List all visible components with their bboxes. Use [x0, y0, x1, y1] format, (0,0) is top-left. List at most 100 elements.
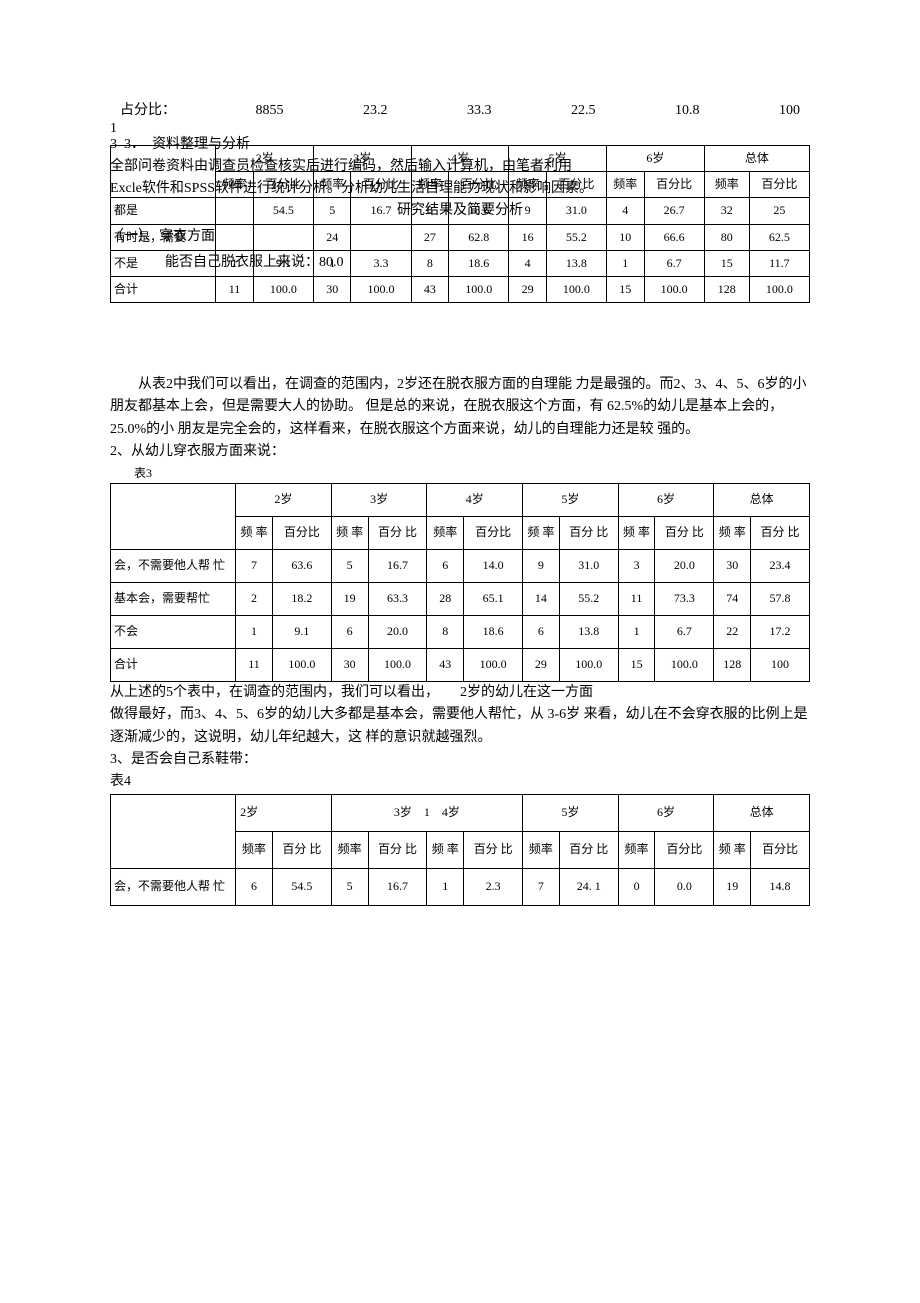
table-row: 2岁 3岁 1 4岁 5岁 6岁 总体	[111, 794, 810, 831]
cell: 1	[427, 868, 464, 905]
cell: 55.2	[546, 224, 606, 250]
sub-question-1: 能否自己脱衣服上来说：80.0	[165, 252, 344, 274]
cell	[253, 224, 313, 250]
table-row: 会，不需要他人帮 忙654.5516.712.3724. 100.01914.8	[111, 868, 810, 905]
ratio-label: 占分比：	[120, 100, 176, 122]
cell: 24	[313, 224, 351, 250]
cell: 7	[523, 868, 560, 905]
cell: 14.8	[751, 868, 810, 905]
row-label: 会，不需要他人帮 忙	[111, 549, 236, 582]
cell: 5	[331, 868, 368, 905]
center-heading: 研究结果及简要分析	[110, 200, 810, 222]
age-header: 3岁 1 4岁	[331, 794, 522, 831]
cell: 1	[236, 615, 273, 648]
cell: 6	[236, 868, 273, 905]
cell: 54.5	[272, 868, 331, 905]
table-row: 不会19.1620.0818.6613.816.72217.2	[111, 615, 810, 648]
table-4: 2岁 3岁 1 4岁 5岁 6岁 总体 频率百分 比 频率百分 比 频 率百分 …	[110, 794, 810, 906]
cell: 18.2	[272, 582, 331, 615]
cell: 100.0	[559, 648, 618, 681]
cell: 0.0	[655, 868, 714, 905]
table4-caption: 表4	[110, 771, 810, 793]
age-header: 4岁	[427, 483, 523, 516]
cell: 3	[618, 549, 655, 582]
ratio-val: 22.5	[571, 100, 596, 122]
row-label: 合计	[111, 276, 216, 302]
cell: 6	[331, 615, 368, 648]
ratio-val: 10.8	[675, 100, 700, 122]
ratio-val: 8855	[256, 100, 284, 122]
cell: 14.0	[464, 549, 523, 582]
cell: 63.3	[368, 582, 427, 615]
cell: 15	[704, 250, 749, 276]
cell: 62.5	[749, 224, 809, 250]
intro-line-2: Excle软件和SPSS软件进行统计分析。分析幼儿生活自理能力现状和影响因素。	[110, 178, 810, 200]
table3-caption: 表3	[134, 464, 810, 483]
subsection-2-title: 2、从幼儿穿衣服方面来说：	[110, 441, 810, 463]
analysis-paragraph-t2: 从表2中我们可以看出，在调查的范围内，2岁还在脱衣服方面的自理能 力是最强的。而…	[110, 374, 810, 441]
cell: 1	[606, 250, 644, 276]
age-header: 6岁	[618, 483, 714, 516]
cell: 31.0	[559, 549, 618, 582]
row-label: 基本会，需要帮忙	[111, 582, 236, 615]
cell: 24. 1	[559, 868, 618, 905]
top-ratio-row: 占分比： 8855 23.2 33.3 22.5 10.8 100	[110, 100, 810, 122]
intro-line-1: 全部问卷资料由调查员检查核实后进行编码，然后输入计算机，由笔者利用	[110, 156, 810, 178]
cell: 100.0	[253, 276, 313, 302]
cell: 128	[714, 648, 751, 681]
cell: 2	[236, 582, 273, 615]
cell: 100.0	[546, 276, 606, 302]
cell: 8	[427, 615, 464, 648]
cell: 18.6	[464, 615, 523, 648]
cell: 30	[331, 648, 368, 681]
cell: 3.3	[351, 250, 411, 276]
age-header: 3岁	[331, 483, 427, 516]
subsection-1: （一）、穿衣方面	[110, 226, 215, 248]
cell: 74	[714, 582, 751, 615]
cell: 11	[216, 276, 254, 302]
table-row: 会，不需要他人帮 忙763.6516.7614.0931.0320.03023.…	[111, 549, 810, 582]
cell: 19	[331, 582, 368, 615]
line-num-3: 3	[110, 134, 117, 156]
cell: 20.0	[655, 549, 714, 582]
analysis-paragraph-t3-a: 从上述的5个表中，在调查的范围内，我们可以看出， 2岁的幼儿在这一方面	[110, 682, 810, 704]
cell: 7	[236, 549, 273, 582]
cell: 20.0	[368, 615, 427, 648]
ratio-val: 33.3	[467, 100, 492, 122]
cell: 80	[704, 224, 749, 250]
cell: 6	[427, 549, 464, 582]
cell: 11.7	[749, 250, 809, 276]
cell: 19	[714, 868, 751, 905]
top-overlap-region: 占分比： 8855 23.2 33.3 22.5 10.8 100 1 3 3．…	[110, 100, 810, 360]
age-header: 总体	[714, 483, 810, 516]
row-label: 会，不需要他人帮 忙	[111, 868, 236, 905]
cell: 100.0	[464, 648, 523, 681]
age-header: 总体	[714, 794, 810, 831]
cell: 9	[523, 549, 560, 582]
cell: 57.8	[751, 582, 810, 615]
cell: 16.7	[368, 868, 427, 905]
row-label: 不会	[111, 615, 236, 648]
cell: 30	[714, 549, 751, 582]
cell: 43	[427, 648, 464, 681]
cell	[351, 224, 411, 250]
age-header: 2岁	[236, 483, 332, 516]
cell: 66.6	[644, 224, 704, 250]
cell: 6.7	[655, 615, 714, 648]
cell: 13.8	[559, 615, 618, 648]
cell: 11	[236, 648, 273, 681]
cell: 15	[606, 276, 644, 302]
cell: 16.7	[368, 549, 427, 582]
cell: 100.0	[272, 648, 331, 681]
cell: 29	[509, 276, 547, 302]
cell: 128	[704, 276, 749, 302]
cell: 8	[411, 250, 449, 276]
age-header: 5岁	[523, 483, 619, 516]
table-row: 2岁 3岁 4岁 5岁 6岁 总体	[111, 483, 810, 516]
cell: 22	[714, 615, 751, 648]
cell: 18.6	[449, 250, 509, 276]
cell: 27	[411, 224, 449, 250]
row-label: 合计	[111, 648, 236, 681]
cell: 100.0	[655, 648, 714, 681]
cell: 73.3	[655, 582, 714, 615]
